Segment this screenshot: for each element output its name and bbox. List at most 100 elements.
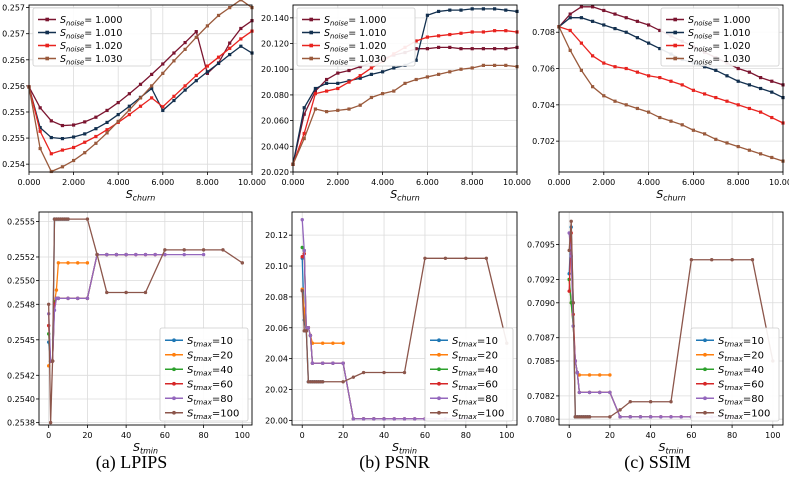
data-point <box>94 127 98 131</box>
data-point <box>38 146 42 151</box>
data-point <box>182 248 186 252</box>
data-point <box>736 66 740 71</box>
data-point <box>347 80 351 84</box>
data-point <box>183 88 187 92</box>
data-point <box>569 219 573 224</box>
plot-frame <box>292 4 518 173</box>
data-point <box>201 252 206 257</box>
data-point <box>228 46 232 50</box>
data-point <box>239 37 243 41</box>
series-s-noise-1-030 <box>27 0 254 174</box>
legend-swatch-marker <box>437 396 441 401</box>
chart-panel-a-top: 0.000 2.000 4.000 6.000 8.000 10.000 0.254 0.25… <box>2 0 266 203</box>
data-point <box>598 390 602 395</box>
data-point <box>679 415 683 419</box>
data-point <box>361 370 366 375</box>
data-point <box>579 5 583 9</box>
data-point <box>575 370 580 375</box>
legend-swatch-marker <box>673 56 677 61</box>
legend-label: Stmax=80 <box>187 394 233 407</box>
data-point <box>747 83 751 87</box>
legend-swatch-marker <box>437 338 441 343</box>
data-point <box>300 245 304 250</box>
plot-frame <box>291 211 518 426</box>
series-s-tmax-60 <box>567 231 694 419</box>
data-point <box>714 137 718 141</box>
x-axis-label: Schurn <box>126 188 156 203</box>
data-point <box>770 79 774 83</box>
data-point <box>60 123 65 128</box>
data-point <box>448 8 452 12</box>
x-tick-label: 0 <box>300 431 305 440</box>
data-point <box>150 86 154 91</box>
data-point <box>56 296 61 301</box>
y-tick-label: 20.040 <box>261 142 289 151</box>
data-point <box>72 145 76 150</box>
x-tick-label: 8.000 <box>727 178 750 187</box>
legend-swatch-marker <box>673 30 677 35</box>
data-point <box>568 12 572 16</box>
data-point <box>94 141 98 145</box>
legend-box <box>296 7 416 67</box>
data-point <box>172 94 176 98</box>
x-tick-label: 10.000 <box>238 178 266 187</box>
legend-swatch-marker <box>703 338 707 343</box>
data-point <box>205 64 209 68</box>
x-axis-label: Schurn <box>656 188 686 203</box>
legend-label: Stmax=10 <box>718 336 764 349</box>
data-point <box>358 103 362 107</box>
y-tick-label: 0.255 <box>2 108 25 117</box>
data-point <box>300 218 304 222</box>
data-point <box>46 302 51 306</box>
data-point <box>423 256 427 261</box>
legend-label: Snoise= 1.020 <box>324 41 386 54</box>
data-point <box>587 373 592 377</box>
data-point <box>124 290 128 295</box>
data-point <box>425 35 429 39</box>
y-tick-label: 0.7090 <box>527 299 555 308</box>
legend-box <box>660 7 780 67</box>
x-tick-label: 20 <box>338 431 348 440</box>
data-point <box>414 39 418 43</box>
data-point <box>647 74 651 78</box>
data-point <box>747 148 751 152</box>
data-point <box>161 62 165 66</box>
y-tick-label: 0.706 <box>532 65 555 74</box>
x-tick-label: 10.000 <box>503 178 531 187</box>
data-point <box>635 70 639 74</box>
x-tick-label: 100 <box>499 431 514 440</box>
data-point <box>72 158 76 163</box>
data-point <box>602 8 606 13</box>
data-point <box>194 35 198 39</box>
data-point <box>331 341 335 345</box>
plot-frame <box>558 4 784 173</box>
legend-label: Stmax=10 <box>452 336 498 349</box>
legend-swatch-marker <box>437 367 441 372</box>
y-tick-label: 0.257 <box>2 30 25 39</box>
data-point <box>579 41 583 45</box>
x-axis-label: Stmin <box>659 441 684 456</box>
data-point <box>689 258 694 262</box>
data-point <box>105 128 109 132</box>
legend-swatch-marker <box>703 352 707 357</box>
legend-label: Snoise= 1.000 <box>324 15 386 28</box>
data-point <box>710 258 714 262</box>
data-point <box>83 140 87 144</box>
data-point <box>49 135 53 140</box>
legend-swatch-marker <box>703 396 707 401</box>
legend-label: Snoise= 1.010 <box>60 28 122 41</box>
x-tick-label: 60 <box>420 431 430 440</box>
plot-frame <box>558 211 784 426</box>
caption-lpips: (a) LPIPS <box>95 452 168 472</box>
legend-swatch-marker <box>673 17 677 22</box>
legend-swatch-marker <box>309 17 313 22</box>
data-point <box>658 46 662 51</box>
data-point <box>341 361 345 365</box>
data-point <box>76 261 80 265</box>
data-point <box>591 5 595 9</box>
y-tick-label: 20.06 <box>265 324 288 333</box>
x-tick-label: 2.000 <box>592 178 615 187</box>
x-tick-label: 8.000 <box>196 178 219 187</box>
legend-swatch-marker <box>437 352 441 357</box>
